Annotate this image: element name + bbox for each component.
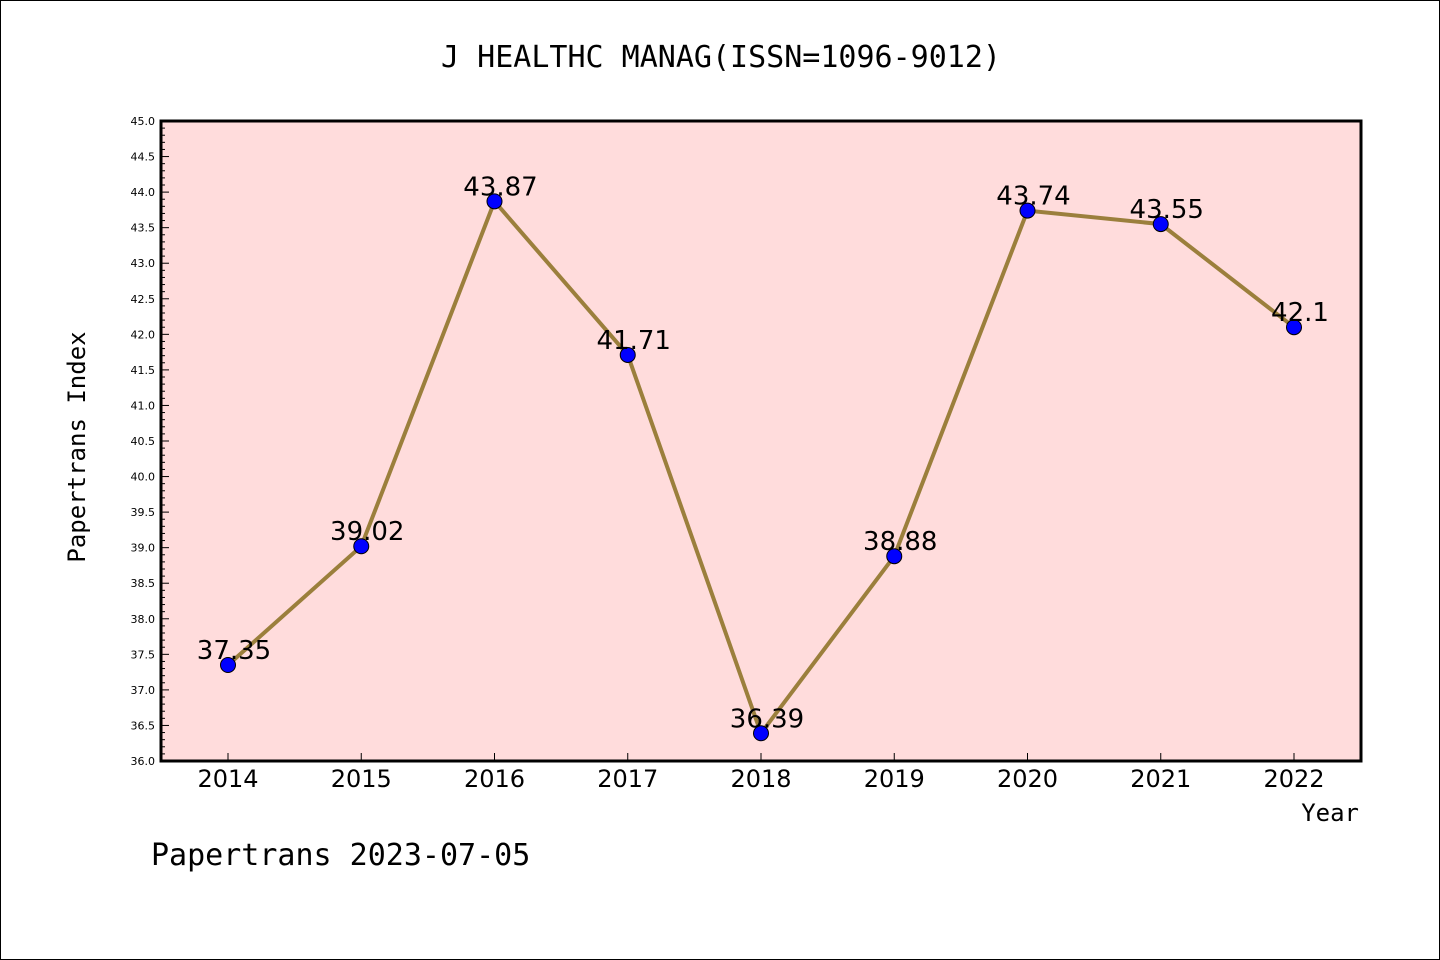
x-tick-label: 2017 <box>597 765 658 793</box>
y-tick-label: 42.5 <box>131 293 156 306</box>
y-tick-label: 41.0 <box>131 399 156 412</box>
data-point <box>886 548 903 565</box>
x-axis-label: Year <box>1301 799 1359 827</box>
data-label: 43.74 <box>996 182 1070 212</box>
y-tick-label: 43.5 <box>131 222 156 235</box>
data-point <box>220 657 236 673</box>
data-label: 42.1 <box>1271 298 1329 328</box>
x-tick-label: 2019 <box>864 765 925 793</box>
data-label: 36.39 <box>730 704 804 734</box>
y-tick-label: 36.0 <box>131 755 156 768</box>
x-tick-label: 2015 <box>331 765 392 793</box>
data-markers <box>220 193 1302 742</box>
data-label: 39.02 <box>330 517 404 547</box>
y-tick-label: 44.5 <box>131 151 156 164</box>
y-tick-label: 44.0 <box>131 186 156 199</box>
y-axis-label: Papertrans Index <box>63 331 91 562</box>
data-point <box>1286 319 1302 336</box>
y-tick-label: 38.5 <box>131 577 156 590</box>
footer-credit: Papertrans 2023-07-05 <box>151 838 530 873</box>
data-point <box>353 538 370 555</box>
y-tick-label: 41.5 <box>131 364 156 377</box>
x-tick-label: 2014 <box>197 765 258 793</box>
y-tick-label: 37.0 <box>131 684 156 697</box>
data-point <box>1019 202 1036 219</box>
data-label: 37.35 <box>197 636 271 666</box>
x-tick-label: 2022 <box>1263 765 1324 793</box>
data-point <box>619 346 636 363</box>
data-point <box>486 193 503 210</box>
data-label: 38.88 <box>863 527 937 557</box>
y-tick-label: 42.0 <box>131 328 156 341</box>
data-point <box>1152 216 1169 233</box>
y-tick-label: 39.0 <box>131 542 156 555</box>
data-label: 43.87 <box>463 172 537 202</box>
y-tick-label: 40.5 <box>131 435 156 448</box>
x-tick-label: 2016 <box>464 765 525 793</box>
y-tick-label: 36.5 <box>131 719 156 732</box>
y-tick-label: 40.0 <box>131 471 156 484</box>
y-tick-label: 39.5 <box>131 506 156 519</box>
x-tick-label: 2018 <box>730 765 791 793</box>
plot-border <box>159 119 1363 763</box>
y-tick-label: 37.5 <box>131 648 156 661</box>
x-tick-label: 2021 <box>1130 765 1191 793</box>
data-label: 43.55 <box>1130 195 1204 225</box>
chart-title: J HEALTHC MANAG(ISSN=1096-9012) <box>441 40 1001 75</box>
data-point <box>753 725 769 742</box>
data-label: 41.71 <box>597 326 671 356</box>
y-tick-label: 38.0 <box>131 613 156 626</box>
y-tick-label: 43.0 <box>131 257 156 270</box>
data-value-labels: 37.35 39.02 43.87 41.71 36.39 38.88 43.74 43.55… <box>197 172 1329 734</box>
y-tick-label: 45.0 <box>131 115 156 128</box>
x-tick-label: 2020 <box>997 765 1058 793</box>
